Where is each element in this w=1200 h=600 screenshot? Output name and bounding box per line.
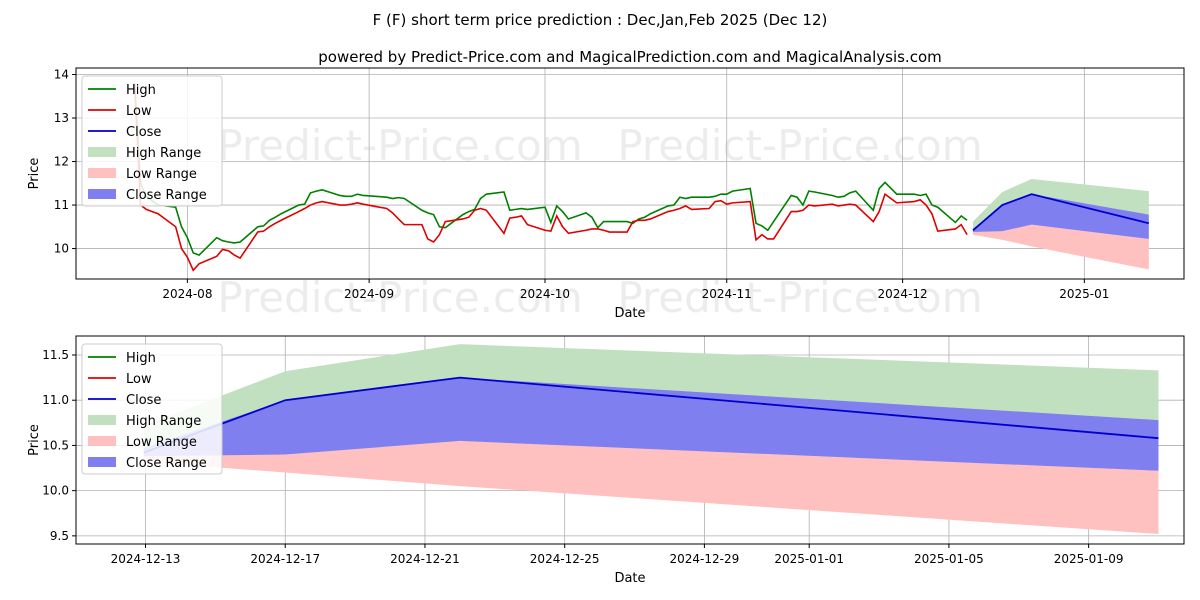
y-tick-label: 10 xyxy=(54,242,69,256)
legend-box xyxy=(81,75,223,207)
legend-swatch-low-range xyxy=(88,436,116,446)
y-tick-label: 11 xyxy=(54,198,69,212)
y-tick-label: 9.5 xyxy=(50,529,69,543)
legend-swatch-high-range xyxy=(88,147,116,157)
chart-title: F (F) short term price prediction : Dec,… xyxy=(373,11,828,29)
y-tick-label: 14 xyxy=(54,68,69,82)
watermark-text: Predict-Price.com xyxy=(617,121,982,170)
x-tick-label: 2025-01-05 xyxy=(914,552,984,566)
chart-subtitle: powered by Predict-Price.com and Magical… xyxy=(318,48,942,66)
bottom-forecast-panel: Predict-Price.comPredict-Price.com2024-1… xyxy=(27,335,1185,586)
high-series-line xyxy=(133,83,968,256)
y-tick-label: 11.5 xyxy=(42,348,69,362)
top-price-panel: Predict-Price.com Predict-Price.com Predic… xyxy=(27,67,1185,322)
y-tick-label: 10.5 xyxy=(42,438,69,452)
x-tick-label: 2024-12-13 xyxy=(111,552,181,566)
y-tick-label: 13 xyxy=(54,111,69,125)
legend-label-high: High xyxy=(126,83,156,98)
plot-frame xyxy=(75,67,1185,280)
x-tick-label: 2024-12 xyxy=(878,287,928,301)
x-axis-label: Date xyxy=(614,571,645,586)
low-series-line xyxy=(133,83,968,272)
x-tick-label: 2024-09 xyxy=(344,287,394,301)
y-axis-label: Price xyxy=(27,424,42,456)
low-range-band xyxy=(972,224,1149,270)
x-tick-label: 2024-08 xyxy=(162,287,212,301)
legend-swatch-close-range xyxy=(88,457,116,467)
legend-label-low-range: Low Range xyxy=(126,435,197,450)
legend-label-low-range: Low Range xyxy=(126,167,197,182)
watermark-text: Predict-Price.com xyxy=(217,121,582,170)
close-range-band xyxy=(972,194,1149,239)
x-tick-label: 2024-12-17 xyxy=(250,552,320,566)
y-tick-label: 12 xyxy=(54,155,69,169)
legend-label-high: High xyxy=(126,351,156,366)
legend-label-high-range: High Range xyxy=(126,414,201,429)
x-axis-label: Date xyxy=(614,306,645,321)
watermark-text: Predict-Price.com xyxy=(617,273,982,322)
low-range-band xyxy=(143,438,1159,535)
plot-frame xyxy=(75,335,1185,545)
legend-label-close: Close xyxy=(126,393,161,408)
legend-swatch-high-range xyxy=(88,415,116,425)
legend-label-low: Low xyxy=(126,372,152,387)
x-tick-label: 2025-01 xyxy=(1059,287,1109,301)
y-axis-label: Price xyxy=(27,158,42,190)
x-tick-label: 2024-12-21 xyxy=(390,552,460,566)
y-tick-label: 10.0 xyxy=(42,484,69,498)
x-tick-label: 2025-01-01 xyxy=(774,552,844,566)
watermark-text: Predict-Price.com xyxy=(217,273,582,322)
legend-swatch-close-range xyxy=(88,189,116,199)
legend-label-close-range: Close Range xyxy=(126,456,207,471)
y-tick-label: 11.0 xyxy=(42,393,69,407)
close-range-band xyxy=(143,377,1159,471)
legend-swatch-low-range xyxy=(88,168,116,178)
legend-label-close-range: Close Range xyxy=(126,188,207,203)
x-tick-label: 2024-11 xyxy=(702,287,752,301)
legend-label-low: Low xyxy=(126,104,152,119)
x-tick-label: 2024-12-25 xyxy=(530,552,600,566)
legend-label-close: Close xyxy=(126,125,161,140)
x-tick-label: 2024-10 xyxy=(520,287,570,301)
close-series-line xyxy=(972,193,1150,231)
x-tick-label: 2025-01-09 xyxy=(1054,552,1124,566)
legend-box xyxy=(81,343,223,475)
legend-label-high-range: High Range xyxy=(126,146,201,161)
x-tick-label: 2024-12-29 xyxy=(670,552,740,566)
